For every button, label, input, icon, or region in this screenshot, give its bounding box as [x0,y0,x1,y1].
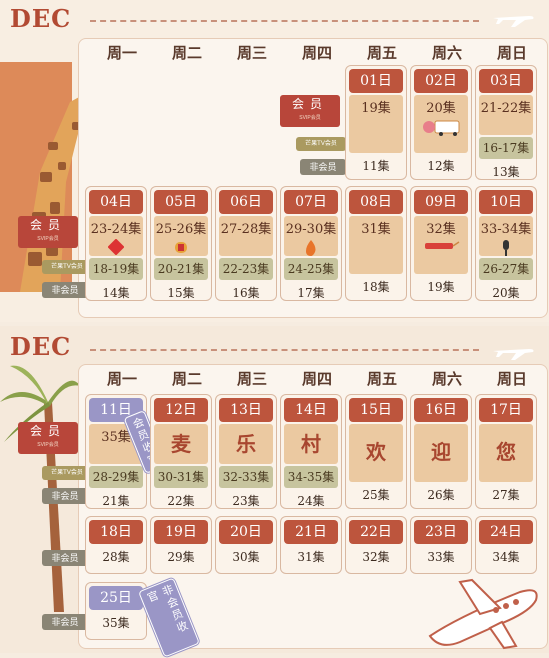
day-cell[interactable]: 24日 34集 [475,516,537,574]
firecracker-icon [425,241,460,249]
day-cell[interactable]: 10日 33-34集 26-27集 20集 [475,186,537,301]
day-cell[interactable]: 20日 30集 [215,516,277,574]
weekday-mon: 周一 [106,371,137,388]
weekday-mon: 周一 [106,45,137,62]
day-cell[interactable]: 09日 32集 19集 [410,186,472,301]
non-member-label: 非会员 [42,550,88,566]
weekday-thu: 周四 [301,45,332,62]
weekday-sun: 周日 [496,45,527,62]
month-title: DEC [10,332,72,361]
airplane-icon [493,16,534,27]
day-cell[interactable]: 22日 32集 [345,516,407,574]
day-cell[interactable]: 05日 25-26集 20-21集 15集 [150,186,212,301]
day-cell[interactable]: 08日 31集 18集 [345,186,407,301]
non-member-label: 非会员 [42,488,88,504]
member-label: 会员 SVIP会员 [18,422,78,454]
divider [90,349,479,351]
divider [90,20,479,22]
gold-member-label: 芒果TV会员 [42,260,92,274]
lantern-icon [175,242,187,253]
member-label: 会员 SVIP会员 [18,216,78,248]
fire-icon [306,240,316,256]
day-cell[interactable]: 16日 迎 26集 [410,394,472,509]
day-cell[interactable]: 04日 23-24集 18-19集 14集 [85,186,147,301]
day-cell[interactable]: 07日 29-30集 24-25集 17集 [280,186,342,301]
fu-charm-icon [108,239,124,255]
ambulance-icon [423,120,460,136]
day-cell[interactable]: 14日 村 34-35集 24集 [280,394,342,509]
airplane-illustration [428,578,538,650]
weekday-sat: 周六 [431,45,462,62]
day-cell[interactable]: 23日 33集 [410,516,472,574]
weekday-fri: 周五 [366,371,397,388]
day-cell[interactable]: 19日 29集 [150,516,212,574]
weekday-wed: 周三 [236,45,267,62]
weekday-sat: 周六 [431,371,462,388]
non-member-label: 非会员 [42,282,88,298]
member-label: 会员 SVIP会员 [280,95,340,127]
gold-member-label: 芒果TV会员 [296,137,346,151]
day-cell[interactable]: 06日 27-28集 22-23集 16集 [215,186,277,301]
weekday-fri: 周五 [366,45,397,62]
weekday-tue: 周二 [171,371,202,388]
non-member-label: 非会员 [42,614,88,630]
weekday-thu: 周四 [301,371,332,388]
non-member-label: 非会员 [300,159,346,175]
microphone-icon [503,240,509,256]
weekday-tue: 周二 [171,45,202,62]
schedule-panel-2: DEC 周一 周二 周三 周四 周五 周六 周日 会员 SVIP会员 芒果TV会… [0,326,549,658]
gold-member-label: 芒果TV会员 [42,466,92,480]
palm-tree-illustration [0,365,80,612]
day-cell[interactable]: 18日 28集 [85,516,147,574]
airplane-icon [493,349,534,360]
month-title: DEC [10,4,72,33]
day-cell[interactable]: 15日 欢 25集 [345,394,407,509]
weekday-wed: 周三 [236,371,267,388]
day-cell[interactable]: 13日 乐 32-33集 23集 [215,394,277,509]
day-cell[interactable]: 21日 31集 [280,516,342,574]
day-cell[interactable]: 02日 20集 12集 [410,65,472,180]
day-cell[interactable]: 17日 您 27集 [475,394,537,509]
day-cell[interactable]: 03日 21-22集 16-17集 13集 [475,65,537,180]
day-cell[interactable]: 12日 麦 30-31集 22集 [150,394,212,509]
schedule-panel-1: DEC 周一 周二 周三 周四 周五 周六 [0,0,549,322]
day-cell[interactable]: 25日 35集 [85,582,147,640]
weekday-sun: 周日 [496,371,527,388]
day-cell[interactable]: 01日 19集 11集 [345,65,407,180]
